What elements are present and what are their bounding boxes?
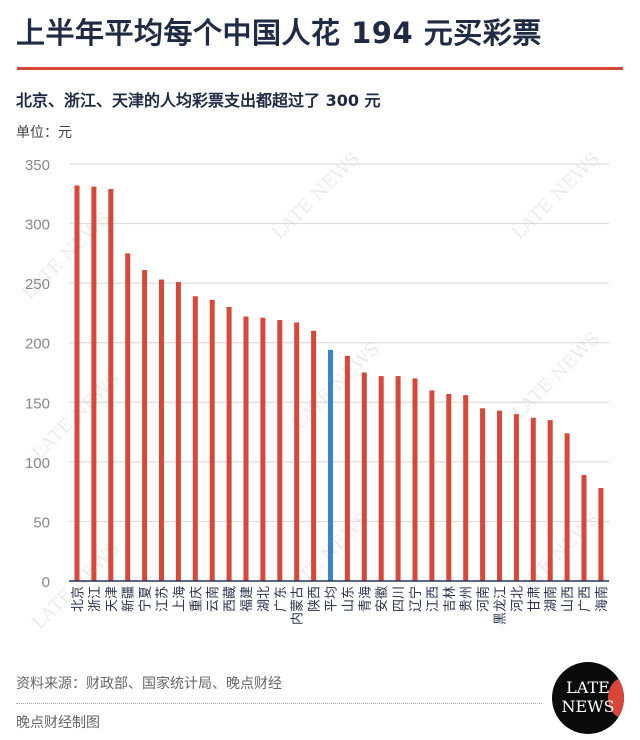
- unit-label: 单位：元: [16, 125, 72, 141]
- bar: [159, 279, 164, 581]
- x-tick-label: 河南: [476, 586, 492, 612]
- x-tick-label: 青海: [358, 586, 373, 612]
- bar: [463, 395, 469, 581]
- bar: [175, 281, 181, 581]
- chart-subtitle: 北京、浙江、天津的人均彩票支出都超过了 300 元: [16, 91, 381, 110]
- bar: [395, 376, 401, 581]
- bar: [598, 488, 604, 581]
- logo-line-1: LATE: [566, 678, 610, 697]
- bar: [344, 355, 350, 581]
- bar: [530, 417, 536, 581]
- late-news-logo-icon: LATE NEWS: [552, 662, 624, 734]
- x-tick-label: 内蒙古: [290, 586, 306, 625]
- title-divider: [17, 67, 623, 70]
- bar: [513, 414, 519, 581]
- bar: [497, 410, 502, 581]
- x-tick-label: 江西: [426, 586, 441, 612]
- bar: [480, 408, 486, 581]
- x-tick-label: 上海: [172, 586, 187, 612]
- bar: [74, 185, 80, 581]
- x-tick-label: 河北: [510, 586, 525, 612]
- bar: [429, 390, 435, 581]
- chart-credit: 晚点财经制图: [16, 715, 100, 731]
- x-tick-label: 宁夏: [138, 586, 154, 612]
- x-tick-label: 新疆: [121, 586, 137, 612]
- bar: [125, 253, 131, 581]
- x-tick-label: 广东: [274, 586, 289, 612]
- x-tick-label: 云南: [205, 586, 221, 612]
- bar: [311, 330, 317, 581]
- x-tick-label: 辽宁: [408, 586, 424, 612]
- x-tick-label: 贵州: [460, 586, 475, 612]
- footer-divider: [16, 703, 542, 704]
- bar: [446, 393, 452, 581]
- x-tick-label: 北京: [71, 586, 86, 612]
- x-tick-label: 黑龙江: [494, 586, 509, 625]
- bar: [91, 186, 97, 581]
- x-tick-label: 天津: [105, 586, 120, 612]
- x-tick-label: 海南: [594, 586, 610, 612]
- bar: [226, 306, 232, 581]
- bar: [564, 433, 570, 581]
- bar: [378, 376, 384, 581]
- x-tick-label: 福建: [240, 586, 255, 612]
- x-tick-label: 山西: [561, 586, 576, 612]
- y-tick-label: 0: [42, 574, 50, 591]
- y-tick-label: 200: [25, 336, 50, 353]
- x-tick-label: 江苏: [155, 586, 171, 612]
- watermark-text: LATE NEWS: [288, 338, 384, 434]
- y-tick-label: 350: [25, 157, 50, 174]
- x-tick-label: 浙江: [88, 586, 103, 612]
- bar: [209, 299, 215, 581]
- x-tick-label: 安徽: [375, 586, 390, 612]
- x-tick-label: 广西: [578, 586, 593, 612]
- bar: [361, 372, 367, 581]
- bar: [277, 320, 283, 581]
- bar: [294, 322, 300, 581]
- y-tick-label: 100: [25, 455, 50, 472]
- bar: [142, 270, 148, 581]
- x-tick-label: 吉林: [443, 586, 458, 612]
- data-source: 资料来源：财政部、国家统计局、晚点财经: [16, 676, 282, 692]
- chart-title: 上半年平均每个中国人花 194 元买彩票: [16, 16, 542, 50]
- bar: [581, 474, 587, 581]
- bar: [108, 189, 114, 581]
- watermark-text: LATE NEWS: [508, 148, 604, 244]
- bar: [192, 296, 198, 581]
- bar: [243, 316, 249, 581]
- x-tick-label: 陕西: [308, 586, 323, 612]
- y-tick-label: 50: [33, 514, 50, 531]
- bar: [547, 420, 553, 581]
- watermark-text: LATE NEWS: [268, 148, 364, 244]
- x-tick-label: 湖南: [543, 586, 559, 612]
- logo-line-2: NEWS: [561, 697, 615, 716]
- bar: [260, 317, 266, 581]
- y-tick-label: 300: [25, 217, 50, 234]
- x-tick-label: 山东: [341, 586, 356, 612]
- x-tick-label: 甘肃: [527, 586, 542, 612]
- x-tick-label: 西藏: [223, 586, 238, 612]
- logo-red-accent: [608, 678, 624, 718]
- x-tick-label: 重庆: [188, 586, 204, 612]
- y-tick-label: 150: [25, 395, 50, 412]
- x-tick-label: 湖北: [257, 586, 272, 612]
- x-tick-label: 平均: [325, 586, 340, 612]
- bar: [328, 349, 333, 581]
- y-tick-label: 250: [25, 276, 50, 293]
- x-tick-label: 四川: [392, 586, 407, 612]
- bar: [412, 378, 418, 581]
